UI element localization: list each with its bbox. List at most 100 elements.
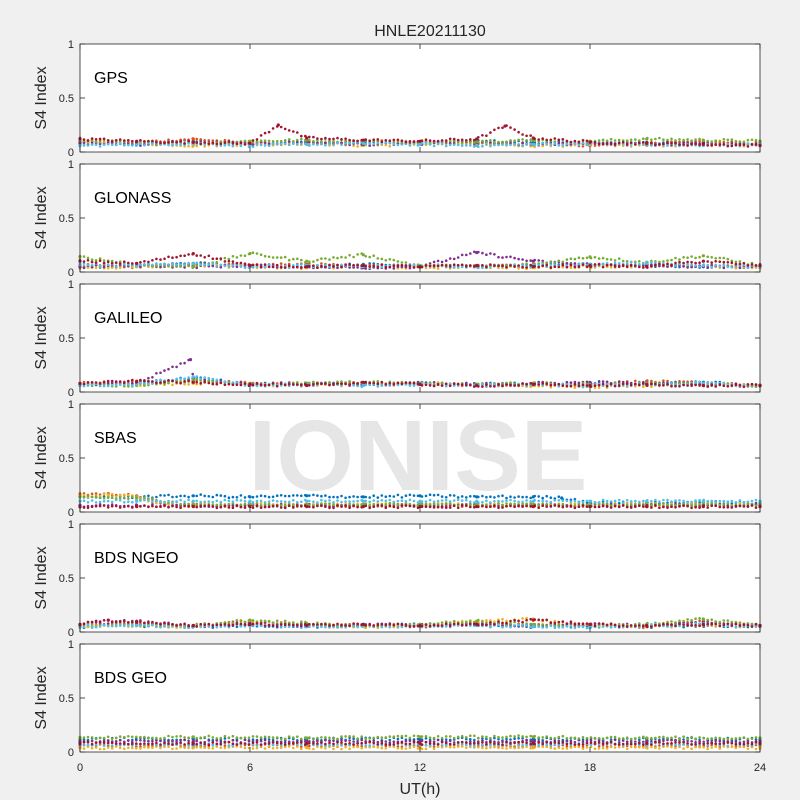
data-point [94,501,98,504]
data-point [143,260,146,263]
data-point [207,500,211,503]
data-point [678,143,681,146]
data-point [211,382,215,386]
data-point [312,383,315,386]
data-point [251,265,255,269]
data-point [340,382,343,386]
data-point [376,142,380,145]
data-point [296,131,299,134]
data-point [549,383,553,387]
data-point [151,142,154,145]
data-point [131,265,134,269]
data-point [418,382,422,386]
data-point [593,141,597,144]
data-point [82,496,86,499]
data-point [195,264,198,267]
data-point [585,143,589,146]
data-point [400,263,404,267]
data-point [118,138,122,141]
plot-area [80,284,760,392]
data-point [545,382,548,386]
data-point [183,138,186,141]
data-point [650,382,653,385]
data-point [312,264,315,268]
data-point [613,142,617,146]
data-point [585,256,589,260]
data-point [368,139,372,143]
data-point [509,126,512,129]
data-point [239,141,243,144]
data-point [432,384,436,388]
data-point [263,265,267,269]
data-point [90,141,94,145]
data-point [448,384,452,388]
data-point [114,265,118,268]
data-point [139,142,142,145]
data-point [701,259,705,263]
data-point [493,140,496,144]
data-point [710,143,713,147]
data-point [263,131,267,135]
data-point [243,502,247,506]
data-point [460,144,464,147]
data-point [531,142,535,146]
data-point [493,264,496,267]
data-point [159,141,162,144]
data-point [706,139,709,143]
data-point [726,265,730,269]
data-point [738,140,742,143]
data-point [227,502,231,506]
data-point [94,261,98,264]
data-point [658,136,661,140]
data-point [605,263,609,267]
data-point [588,263,592,268]
data-point [179,362,182,365]
data-point [175,365,178,369]
data-point [726,138,730,142]
data-point [621,380,625,384]
data-point [489,131,492,134]
data-point [231,383,235,387]
data-point [316,382,319,385]
data-point [139,265,142,269]
data-point [452,382,456,386]
data-point [517,267,520,270]
data-point [259,263,263,267]
data-point [428,264,432,268]
data-point [279,125,283,129]
data-point [730,261,734,265]
data-point [710,383,713,386]
data-point [219,142,223,146]
data-point [364,138,368,141]
data-point [388,382,392,385]
data-point [163,369,166,372]
data-point [259,143,263,147]
data-point [211,141,215,145]
data-point [742,261,746,265]
data-point [267,139,271,143]
data-point [650,385,653,388]
data-point [239,383,243,387]
data-point [187,261,190,265]
data-point [203,255,206,259]
y-tick-label: 0.5 [59,93,74,105]
data-point [191,265,195,269]
data-point [127,500,130,504]
data-point [597,139,601,142]
data-point [541,264,544,268]
data-point [328,381,331,384]
data-point [561,384,565,387]
data-point [195,375,198,378]
data-point [541,144,544,148]
data-point [328,383,331,387]
data-point [730,144,734,148]
data-point [352,381,355,385]
data-point [267,130,271,134]
data-point [82,260,86,263]
data-point [235,256,239,259]
data-point [114,380,118,383]
data-point [287,138,291,141]
data-point [722,266,726,270]
data-point [444,259,448,263]
